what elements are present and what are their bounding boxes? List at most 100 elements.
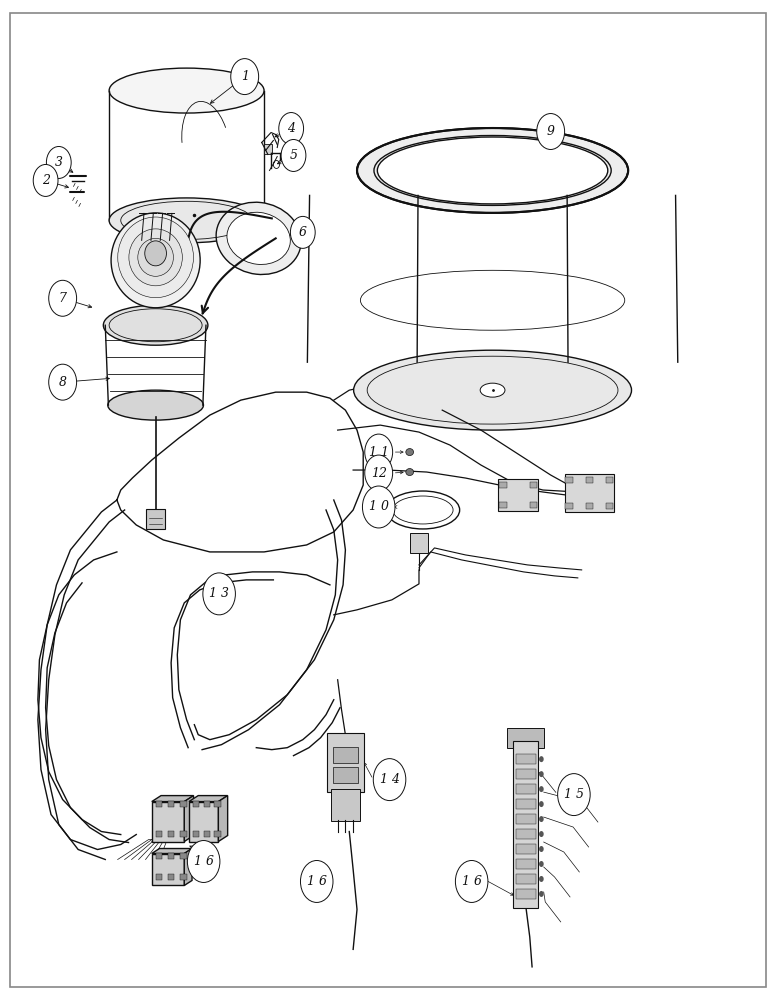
Text: 1 6: 1 6 [462,875,482,888]
Bar [203,831,210,837]
Circle shape [539,771,544,777]
Bar [586,503,594,509]
Text: 1 3: 1 3 [210,587,229,600]
Bar [566,503,573,509]
Circle shape [539,756,544,762]
Bar [516,799,536,809]
Bar [180,874,186,880]
FancyBboxPatch shape [565,474,614,512]
FancyBboxPatch shape [514,741,539,908]
Polygon shape [152,796,193,802]
Circle shape [365,434,393,470]
Text: 12: 12 [371,467,386,480]
Bar [530,502,538,508]
Ellipse shape [406,469,414,476]
Ellipse shape [138,238,173,276]
Circle shape [539,786,544,792]
Circle shape [230,59,258,95]
Text: 2: 2 [42,174,50,187]
Bar [168,801,174,807]
Polygon shape [152,849,192,854]
Polygon shape [189,796,227,802]
Text: 1 6: 1 6 [307,875,327,888]
Bar [499,482,507,488]
Ellipse shape [111,213,200,308]
Bar [264,144,272,154]
Circle shape [558,774,591,816]
FancyBboxPatch shape [331,789,360,821]
Ellipse shape [480,383,505,397]
FancyBboxPatch shape [327,733,364,792]
Text: 1 4: 1 4 [379,773,400,786]
Bar [516,784,536,794]
Circle shape [539,846,544,852]
Circle shape [539,801,544,807]
Bar [203,801,210,807]
Bar [156,874,162,880]
Circle shape [539,891,544,897]
Circle shape [537,114,565,149]
Text: 7: 7 [59,292,67,305]
Text: 1 5: 1 5 [564,788,584,801]
Ellipse shape [118,217,193,298]
Text: 1 1: 1 1 [369,446,389,459]
Bar [516,829,536,839]
Bar [566,477,573,483]
Bar [516,859,536,869]
Bar [214,801,220,807]
Text: 1 0: 1 0 [369,500,389,513]
Bar [156,853,162,859]
Bar [516,889,536,899]
Polygon shape [184,849,192,885]
Circle shape [33,164,58,196]
Bar [168,831,174,837]
Circle shape [539,831,544,837]
Bar [168,853,174,859]
Bar [499,502,507,508]
Ellipse shape [406,449,414,456]
Ellipse shape [109,198,264,243]
Bar [530,482,538,488]
Text: 9: 9 [546,125,555,138]
Ellipse shape [103,305,208,345]
Bar [192,831,199,837]
Circle shape [539,861,544,867]
Bar [152,802,184,842]
Bar [516,754,536,764]
Ellipse shape [129,229,182,286]
Circle shape [300,860,333,902]
Bar [180,801,186,807]
FancyBboxPatch shape [333,747,358,763]
Polygon shape [218,796,227,842]
Ellipse shape [357,128,628,213]
Ellipse shape [108,390,203,420]
Ellipse shape [109,68,264,113]
Bar [605,503,613,509]
Bar [168,874,174,880]
Bar [152,854,184,885]
Bar [586,477,594,483]
Text: 8: 8 [59,376,67,389]
Text: 4: 4 [287,122,295,135]
Bar [516,874,536,884]
Circle shape [49,364,77,400]
Bar [516,844,536,854]
FancyBboxPatch shape [147,509,165,529]
Polygon shape [184,796,193,842]
Circle shape [539,816,544,822]
Circle shape [362,486,395,528]
Bar [516,769,536,779]
Ellipse shape [145,241,167,266]
Ellipse shape [377,137,608,204]
Ellipse shape [354,350,632,430]
Bar [605,477,613,483]
Circle shape [187,841,220,882]
Text: 1 6: 1 6 [194,855,213,868]
Circle shape [539,876,544,882]
FancyBboxPatch shape [333,767,358,783]
Circle shape [49,280,77,316]
Ellipse shape [227,212,290,264]
Circle shape [290,216,315,248]
Circle shape [365,455,393,491]
Text: 5: 5 [289,149,297,162]
